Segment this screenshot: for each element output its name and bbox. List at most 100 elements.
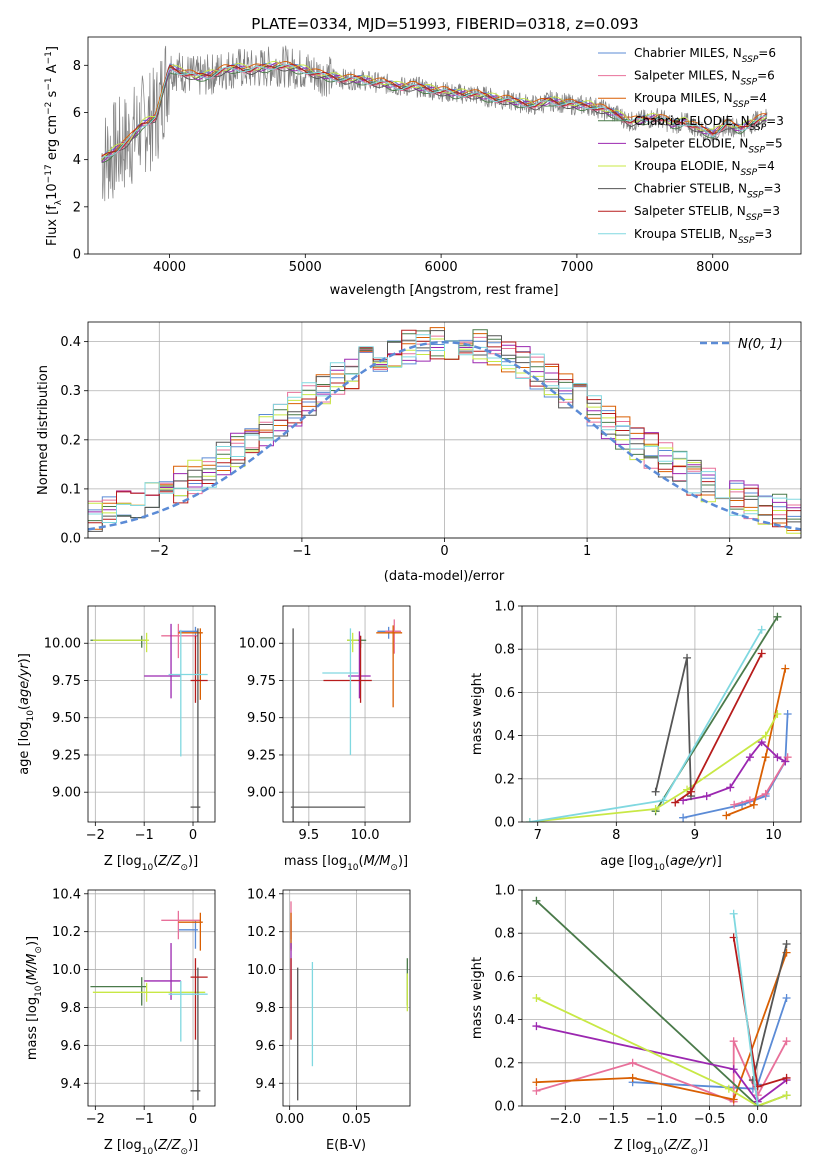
age-vs-z-point-8 bbox=[168, 629, 208, 757]
mass-vs-z-ytick-label-2: 9.8 bbox=[60, 1001, 81, 1016]
mass-vs-z-ytick-label-3: 10.0 bbox=[52, 963, 81, 978]
weight-vs-z-series-5 bbox=[536, 997, 787, 1106]
weight-vs-z-plot-area bbox=[532, 896, 791, 1106]
weight-vs-z-marker-1-1 bbox=[628, 1058, 637, 1067]
mass-vs-z-axes: −2 −1 0 9.4 9.6 9.8 10.0 10.2 10.4 Z [log10(Z/Z⊙)… bbox=[25, 887, 216, 1157]
age-vs-z-axes: −2 −1 0 9.00 9.25 9.50 9.75 10.00 Z [log10(Z/Z⊙)… bbox=[17, 605, 216, 873]
age-vs-mass-ytick-label-4: 10.00 bbox=[239, 637, 276, 652]
legend-label-4: Salpeter ELODIE, NSSP=5 bbox=[634, 136, 783, 155]
residuals-xtick-label-1: −1 bbox=[292, 544, 311, 559]
weight-vs-age-xtick-label-0: 7 bbox=[534, 828, 542, 843]
spectrum-frame bbox=[87, 36, 802, 255]
weight-vs-age-marker-0-4 bbox=[783, 710, 792, 718]
weight-vs-age-marker-4-3 bbox=[745, 753, 754, 762]
age-vs-mass-frame bbox=[282, 605, 411, 823]
weight-vs-z-marker-5-0 bbox=[532, 994, 541, 1002]
residuals-plot-area bbox=[88, 327, 801, 534]
weight-vs-z-xtick-label-3: −0.5 bbox=[694, 1112, 726, 1127]
spectrum-ylabel: Flux [fλ10−17 erg cm−2 s−1 A−1] bbox=[44, 46, 64, 246]
age-vs-mass-xlabel: mass [log10(M/M⊙)] bbox=[284, 854, 408, 873]
weight-vs-z-ytick-label-3: 0.6 bbox=[494, 970, 515, 985]
residual-histogram-8 bbox=[88, 334, 801, 523]
weight-vs-age-marker-5-1 bbox=[651, 805, 660, 814]
model-spectrum-line-1 bbox=[101, 65, 767, 159]
weight-vs-z-marker-6-0 bbox=[748, 1076, 757, 1085]
mass-vs-z-point-5 bbox=[92, 982, 206, 1002]
age-vs-mass-ytick-label-3: 9.75 bbox=[247, 674, 276, 689]
weight-vs-z-marker-3-0 bbox=[532, 896, 541, 905]
mass-vs-z-xlabel: Z [log10(Z/Z⊙)] bbox=[104, 1138, 198, 1157]
spectrum-xtick-label-1: 5000 bbox=[289, 260, 322, 275]
mass-vs-ebv-plot-area bbox=[290, 901, 408, 1101]
mass-vs-z-xtick-label-0: −2 bbox=[86, 1112, 105, 1127]
age-vs-z-xtick-label-1: −1 bbox=[135, 828, 154, 843]
residuals-xlabel: (data-model)/error bbox=[384, 569, 505, 584]
age-vs-z-ytick-label-4: 10.00 bbox=[44, 637, 81, 652]
weight-vs-z-marker-1-0 bbox=[532, 1086, 541, 1095]
weight-vs-z-marker-2-0 bbox=[532, 1078, 541, 1087]
weight-vs-z-marker-4-0 bbox=[532, 1022, 541, 1031]
weight-vs-z-marker-8-0 bbox=[729, 909, 738, 918]
age-vs-mass-point-4 bbox=[348, 631, 371, 699]
weight-vs-age-marker-2-2 bbox=[761, 753, 770, 762]
age-vs-z-xtick-label-2: 0 bbox=[189, 828, 197, 843]
weight-vs-age-xtick-label-2: 9 bbox=[691, 828, 699, 843]
weight-vs-age-marker-6-1 bbox=[683, 653, 692, 662]
weight-vs-z-marker-6-1 bbox=[782, 940, 791, 948]
spectrum-axes: 4000 5000 6000 7000 8000 0 2 4 6 8 Chabrier MILES,… bbox=[44, 36, 802, 298]
weight-vs-age-marker-2-1 bbox=[749, 800, 758, 809]
mass-vs-ebv-ytick-label-5: 10.4 bbox=[247, 887, 276, 902]
legend-label-0: Chabrier MILES, NSSP=6 bbox=[634, 46, 776, 65]
age-vs-z-frame bbox=[87, 605, 216, 823]
weight-vs-z-marker-4-1 bbox=[729, 1065, 738, 1074]
legend-label-1: Salpeter MILES, NSSP=6 bbox=[634, 69, 775, 88]
mass-vs-z-point-1 bbox=[161, 910, 201, 940]
spectrum-ytick-label-4: 8 bbox=[73, 59, 81, 74]
mass-vs-ebv-ytick-label-0: 9.4 bbox=[255, 1077, 276, 1092]
age-vs-z-ylabel: age [log10(age/yr)] bbox=[17, 653, 36, 775]
mass-vs-ebv-xlabel: E(B-V) bbox=[326, 1138, 366, 1153]
weight-vs-age-marker-1-2 bbox=[761, 789, 770, 798]
weight-vs-age-marker-7-2 bbox=[757, 649, 766, 658]
weight-vs-age-ytick-label-4: 0.8 bbox=[494, 643, 515, 658]
spectrum-plot-area bbox=[101, 45, 768, 202]
weight-vs-age-marker-6-0 bbox=[651, 787, 660, 796]
age-vs-z-xtick-label-0: −2 bbox=[86, 828, 105, 843]
age-vs-z-point-5 bbox=[92, 632, 150, 653]
spectrum-xtick-label-4: 8000 bbox=[696, 260, 729, 275]
weight-vs-age-marker-4-1 bbox=[702, 792, 711, 801]
age-vs-mass-point-2 bbox=[376, 625, 403, 708]
spectrum-ytick-label-1: 2 bbox=[73, 200, 81, 215]
weight-vs-age-marker-3-1 bbox=[773, 612, 782, 621]
mass-vs-z-plot-area bbox=[90, 910, 208, 1101]
age-vs-z-point-4 bbox=[144, 623, 181, 699]
age-vs-z-ytick-label-1: 9.25 bbox=[52, 748, 81, 763]
weight-vs-age-ytick-label-3: 0.6 bbox=[494, 686, 515, 701]
spectrum-ytick-label-0: 0 bbox=[73, 248, 81, 263]
normal-reference-curve bbox=[88, 340, 801, 531]
mass-vs-z-point-7 bbox=[190, 958, 208, 1040]
weight-vs-age-marker-8-1 bbox=[659, 796, 668, 805]
age-vs-mass-xtick-label-1: 10.0 bbox=[351, 828, 380, 843]
weight-vs-z-ytick-label-5: 1.0 bbox=[494, 884, 515, 899]
weight-vs-age-marker-7-1 bbox=[686, 787, 695, 796]
residuals-xtick-label-2: 0 bbox=[440, 544, 448, 559]
weight-vs-age-marker-8-2 bbox=[757, 625, 766, 634]
weight-vs-age-plot-area bbox=[525, 612, 792, 822]
mass-vs-z-point-3 bbox=[90, 977, 147, 1006]
model-spectrum-line-4 bbox=[101, 62, 767, 163]
age-vs-z-ytick-label-3: 9.75 bbox=[52, 674, 81, 689]
age-vs-mass-ytick-label-0: 9.00 bbox=[247, 786, 276, 801]
weight-vs-age-xtick-label-3: 10 bbox=[765, 828, 782, 843]
weight-vs-z-xtick-label-2: −1.0 bbox=[646, 1112, 678, 1127]
mass-vs-z-ytick-label-1: 9.6 bbox=[60, 1039, 81, 1054]
residuals-xtick-label-3: 1 bbox=[583, 544, 591, 559]
residuals-ytick-label-0: 0.0 bbox=[60, 532, 81, 547]
mass-vs-z-ylabel: mass [log10(M/M⊙)] bbox=[25, 936, 44, 1060]
weight-vs-z-xtick-label-4: 0.0 bbox=[747, 1112, 768, 1127]
legend-label-6: Chabrier STELIB, NSSP=3 bbox=[634, 182, 781, 201]
mass-vs-ebv-axes: 0.00 0.05 9.4 9.6 9.8 10.0 10.2 10.4 E(B-V) bbox=[247, 887, 411, 1153]
weight-vs-age-marker-4-4 bbox=[757, 738, 766, 747]
weight-vs-age-ylabel: mass weight bbox=[470, 673, 485, 755]
